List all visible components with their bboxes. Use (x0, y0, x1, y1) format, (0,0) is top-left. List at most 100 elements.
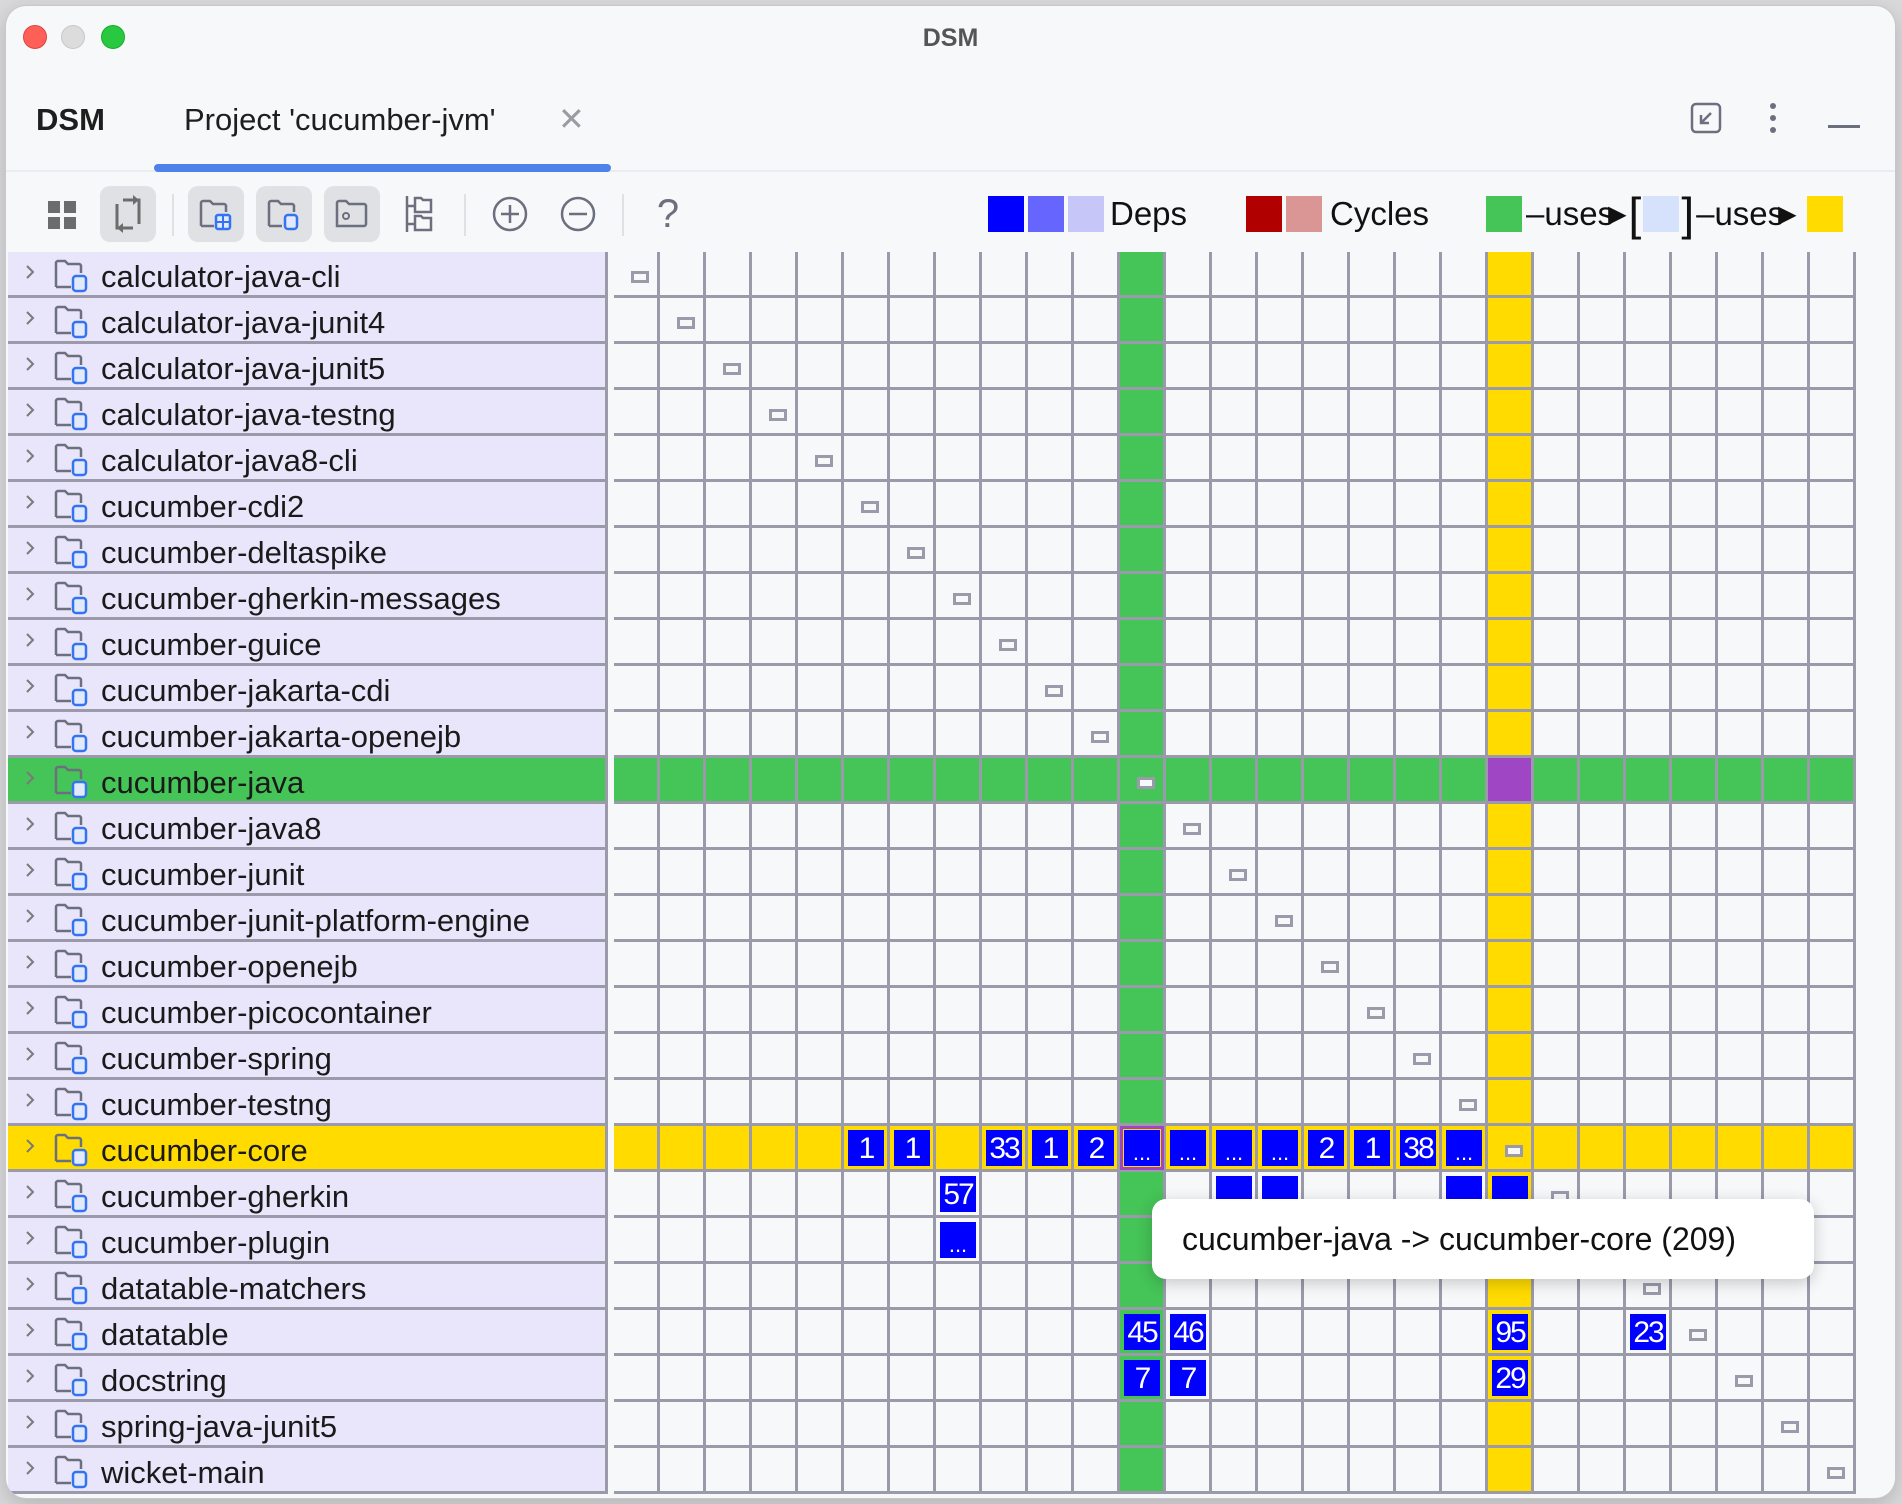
matrix-cell[interactable] (1810, 1126, 1856, 1172)
matrix-cell[interactable] (982, 620, 1028, 666)
matrix-cell[interactable] (660, 1402, 706, 1448)
matrix-cell[interactable] (1074, 436, 1120, 482)
matrix-cell[interactable] (1810, 252, 1856, 298)
matrix-cell[interactable] (982, 390, 1028, 436)
matrix-cell[interactable] (982, 1172, 1028, 1218)
matrix-cell[interactable] (1028, 712, 1074, 758)
matrix-cell[interactable] (1626, 1448, 1672, 1494)
matrix-cell[interactable] (1074, 850, 1120, 896)
matrix-cell[interactable] (1810, 390, 1856, 436)
matrix-cell[interactable] (890, 1402, 936, 1448)
matrix-cell[interactable] (1718, 528, 1764, 574)
matrix-cell[interactable] (1580, 1448, 1626, 1494)
matrix-cell[interactable] (1534, 1310, 1580, 1356)
matrix-cell[interactable] (982, 1080, 1028, 1126)
matrix-cell[interactable] (1166, 1448, 1212, 1494)
matrix-cell[interactable] (844, 390, 890, 436)
matrix-cell[interactable] (1534, 1126, 1580, 1172)
matrix-cell[interactable] (1120, 896, 1166, 942)
matrix-cell[interactable] (1396, 528, 1442, 574)
matrix-cell[interactable] (1810, 758, 1856, 804)
matrix-cell[interactable] (1396, 1080, 1442, 1126)
matrix-cell[interactable] (1488, 574, 1534, 620)
matrix-cell[interactable] (660, 528, 706, 574)
matrix-cell[interactable] (1442, 482, 1488, 528)
matrix-cell[interactable] (1442, 620, 1488, 666)
matrix-cell[interactable] (936, 1356, 982, 1402)
matrix-cell[interactable] (1764, 298, 1810, 344)
matrix-cell[interactable]: 33 (982, 1126, 1028, 1172)
matrix-cell[interactable] (1350, 298, 1396, 344)
matrix-cell[interactable] (1120, 712, 1166, 758)
matrix-cell[interactable] (890, 1356, 936, 1402)
matrix-cell[interactable] (752, 1448, 798, 1494)
matrix-cell[interactable] (1304, 896, 1350, 942)
close-window-button[interactable] (23, 25, 47, 49)
matrix-cell[interactable] (1028, 1448, 1074, 1494)
matrix-cell[interactable] (982, 252, 1028, 298)
matrix-cell[interactable] (1166, 528, 1212, 574)
matrix-cell[interactable] (1166, 252, 1212, 298)
matrix-cell[interactable] (1810, 298, 1856, 344)
matrix-cell[interactable] (1028, 1218, 1074, 1264)
matrix-cell[interactable] (1718, 666, 1764, 712)
matrix-cell[interactable] (1488, 850, 1534, 896)
matrix-cell[interactable] (1810, 988, 1856, 1034)
help-button[interactable]: ? (640, 186, 696, 242)
row-label-cucumber-junit-platform-engine[interactable]: cucumber-junit-platform-engine (8, 896, 608, 942)
matrix-cell[interactable] (982, 896, 1028, 942)
matrix-cell[interactable] (1258, 942, 1304, 988)
matrix-cell[interactable] (1626, 298, 1672, 344)
zoom-window-button[interactable] (101, 25, 125, 49)
matrix-cell[interactable] (844, 1448, 890, 1494)
matrix-cell[interactable] (1488, 436, 1534, 482)
matrix-cell[interactable] (1396, 666, 1442, 712)
matrix-cell[interactable] (1488, 1402, 1534, 1448)
chevron-right-icon[interactable] (24, 1000, 36, 1016)
matrix-cell[interactable] (1810, 1218, 1856, 1264)
matrix-cell[interactable] (614, 1218, 660, 1264)
matrix-cell[interactable] (844, 1218, 890, 1264)
expand-button[interactable] (482, 186, 538, 242)
row-label-calculator-java-cli[interactable]: calculator-java-cli (8, 252, 608, 298)
matrix-cell[interactable] (1212, 574, 1258, 620)
matrix-cell[interactable] (1304, 758, 1350, 804)
matrix-cell[interactable] (1258, 712, 1304, 758)
tree-view-button[interactable] (392, 186, 448, 242)
matrix-cell[interactable] (706, 712, 752, 758)
matrix-cell[interactable] (752, 482, 798, 528)
chevron-right-icon[interactable] (24, 678, 36, 694)
matrix-cell[interactable] (1212, 1034, 1258, 1080)
matrix-cell[interactable] (1074, 896, 1120, 942)
matrix-cell[interactable] (1488, 712, 1534, 758)
row-label-datatable-matchers[interactable]: datatable-matchers (8, 1264, 608, 1310)
matrix-cell[interactable] (936, 1126, 982, 1172)
matrix-cell[interactable] (890, 390, 936, 436)
matrix-cell[interactable] (1534, 1448, 1580, 1494)
matrix-cell[interactable] (614, 390, 660, 436)
matrix-cell[interactable] (1810, 574, 1856, 620)
matrix-cell[interactable] (1028, 482, 1074, 528)
matrix-cell[interactable] (1258, 666, 1304, 712)
chevron-right-icon[interactable] (24, 1322, 36, 1338)
matrix-cell[interactable] (614, 252, 660, 298)
matrix-cell[interactable] (1120, 528, 1166, 574)
matrix-cell[interactable] (706, 850, 752, 896)
matrix-cell[interactable] (1764, 1310, 1810, 1356)
matrix-cell[interactable] (1580, 1034, 1626, 1080)
matrix-cell[interactable] (1534, 804, 1580, 850)
matrix-cell[interactable] (936, 298, 982, 344)
matrix-cell[interactable] (1626, 1126, 1672, 1172)
chevron-right-icon[interactable] (24, 586, 36, 602)
matrix-cell[interactable] (614, 988, 660, 1034)
matrix-cell[interactable] (1442, 252, 1488, 298)
matrix-cell[interactable] (706, 252, 752, 298)
matrix-cell[interactable] (1028, 1264, 1074, 1310)
row-label-cucumber-jakarta-cdi[interactable]: cucumber-jakarta-cdi (8, 666, 608, 712)
chevron-right-icon[interactable] (24, 816, 36, 832)
matrix-cell[interactable] (1488, 1126, 1534, 1172)
matrix-cell[interactable] (752, 528, 798, 574)
matrix-cell[interactable]: ... (1166, 1126, 1212, 1172)
matrix-cell[interactable] (1718, 344, 1764, 390)
matrix-cell[interactable] (1764, 1448, 1810, 1494)
